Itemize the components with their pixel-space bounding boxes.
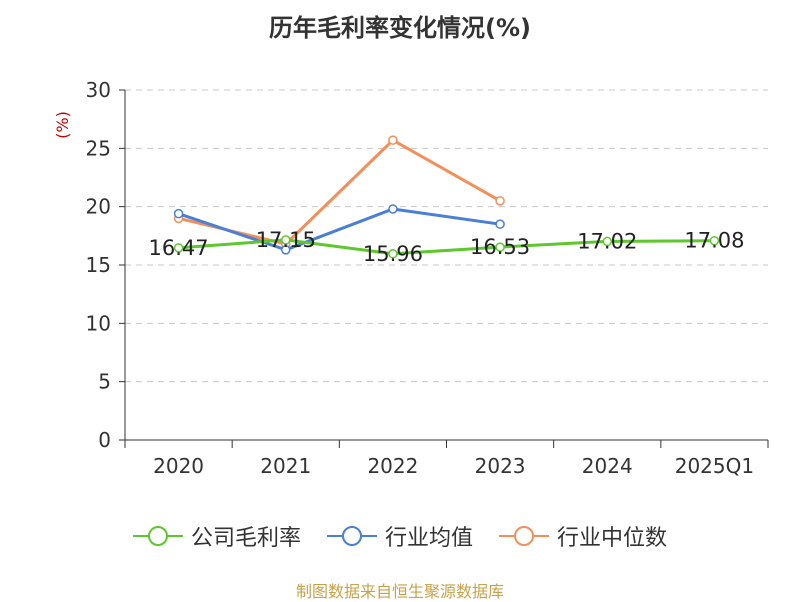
series-line xyxy=(178,207,501,252)
data-point xyxy=(281,235,291,245)
x-tick-label: 2023 xyxy=(475,454,526,478)
legend-swatch xyxy=(132,526,183,546)
legend-swatch xyxy=(499,526,549,546)
data-label: 15.96 xyxy=(363,242,423,266)
data-point xyxy=(495,196,505,206)
data-point xyxy=(495,242,505,252)
data-point xyxy=(495,219,505,229)
data-point xyxy=(602,236,612,247)
chart-title: 历年毛利率变化情况(%) xyxy=(269,14,531,42)
y-axis-label: (%) xyxy=(53,111,72,139)
data-point xyxy=(709,235,720,246)
data-point xyxy=(173,243,184,253)
data-label: 17.08 xyxy=(684,229,744,253)
data-point xyxy=(388,135,398,145)
x-tick-label: 2021 xyxy=(260,454,311,478)
y-tick-label: 30 xyxy=(86,78,111,102)
data-point xyxy=(173,208,184,219)
x-tick-label: 2025Q1 xyxy=(675,454,754,478)
legend: 公司毛利率 行业均值 行业中位数 xyxy=(0,520,800,552)
y-tick-label: 20 xyxy=(86,195,111,219)
x-tick-label: 2024 xyxy=(582,454,633,478)
data-label: 16.53 xyxy=(470,235,530,259)
data-label: 16.47 xyxy=(149,236,209,260)
data-point xyxy=(388,204,398,214)
legend-label: 行业均值 xyxy=(384,526,473,551)
data-label: 17.15 xyxy=(256,228,316,252)
x-tick-label: 2022 xyxy=(367,454,418,478)
y-tick-label: 10 xyxy=(86,311,111,335)
legend-marker xyxy=(341,526,362,546)
series-line xyxy=(178,238,715,256)
legend-swatch xyxy=(326,526,377,546)
y-tick-label: 5 xyxy=(98,370,111,394)
legend-item[interactable]: 公司毛利率 xyxy=(132,520,301,552)
data-point xyxy=(388,249,398,259)
x-tick-label: 2020 xyxy=(153,454,204,478)
data-point xyxy=(281,245,291,255)
legend-item[interactable]: 行业中位数 xyxy=(499,520,667,552)
legend-item[interactable]: 行业均值 xyxy=(326,520,473,552)
data-label: 17.02 xyxy=(577,229,637,253)
y-tick-label: 0 xyxy=(98,428,111,452)
y-tick-label: 15 xyxy=(86,253,111,277)
legend-label: 公司毛利率 xyxy=(190,526,301,551)
y-tick-label: 25 xyxy=(86,136,111,160)
source-note: 制图数据来自恒生聚源数据库 xyxy=(295,582,504,601)
legend-marker xyxy=(147,526,168,546)
legend-label: 行业中位数 xyxy=(557,526,668,551)
legend-marker xyxy=(514,526,534,546)
